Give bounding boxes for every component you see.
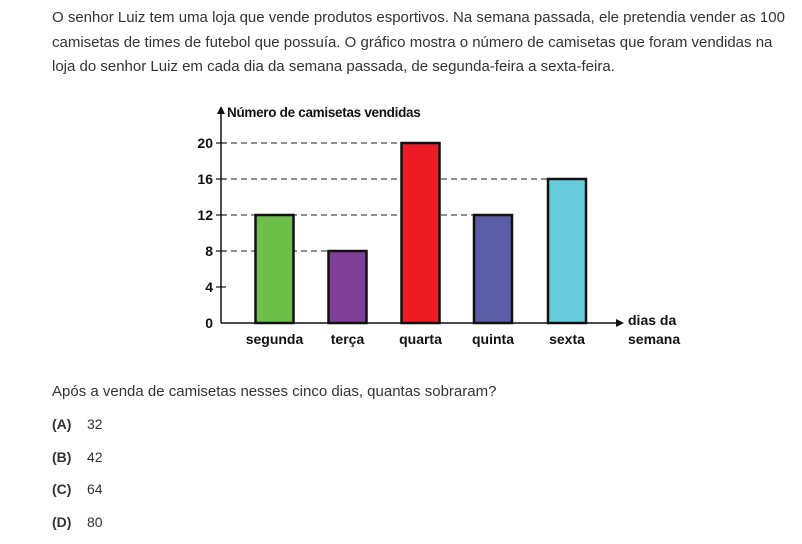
y-tick-label: 16 xyxy=(197,171,213,187)
option-letter: (D) xyxy=(52,512,87,532)
bar-quarta xyxy=(402,143,440,323)
y-tick-label: 12 xyxy=(197,207,213,223)
x-tick-label: quarta xyxy=(399,331,442,347)
option-value: 80 xyxy=(87,514,103,530)
option-b[interactable]: (B)42 xyxy=(52,447,103,480)
bar-terça xyxy=(329,251,367,323)
option-c[interactable]: (C)64 xyxy=(52,479,103,512)
option-value: 64 xyxy=(87,481,103,497)
y-tick-label: 0 xyxy=(205,315,213,331)
option-letter: (B) xyxy=(52,447,87,467)
answer-options: (A)32 (B)42 (C)64 (D)80 xyxy=(52,414,103,544)
option-a[interactable]: (A)32 xyxy=(52,414,103,447)
option-d[interactable]: (D)80 xyxy=(52,512,103,544)
x-tick-label: terça xyxy=(331,331,365,347)
option-value: 42 xyxy=(87,449,103,465)
option-value: 32 xyxy=(87,416,103,432)
question-text: Após a venda de camisetas nesses cinco d… xyxy=(52,383,496,400)
option-letter: (C) xyxy=(52,479,87,499)
x-axis-title: dias da xyxy=(628,312,676,328)
x-tick-label: segunda xyxy=(246,331,304,347)
x-tick-label: sexta xyxy=(549,331,585,347)
bar-sexta xyxy=(548,179,586,323)
y-axis-title: Número de camisetas vendidas xyxy=(227,105,420,120)
y-tick-label: 8 xyxy=(205,243,213,259)
option-letter: (A) xyxy=(52,414,87,434)
x-axis-title: semana xyxy=(628,331,680,347)
y-tick-label: 20 xyxy=(197,135,213,151)
bar-chart: 0 4 8 12 16 20 segunda terça quarta quinta sexta Nú… xyxy=(0,0,802,380)
x-tick-label: quinta xyxy=(472,331,514,347)
bar-segunda xyxy=(256,215,294,323)
y-tick-label: 4 xyxy=(205,279,213,295)
bar-quinta xyxy=(474,215,512,323)
